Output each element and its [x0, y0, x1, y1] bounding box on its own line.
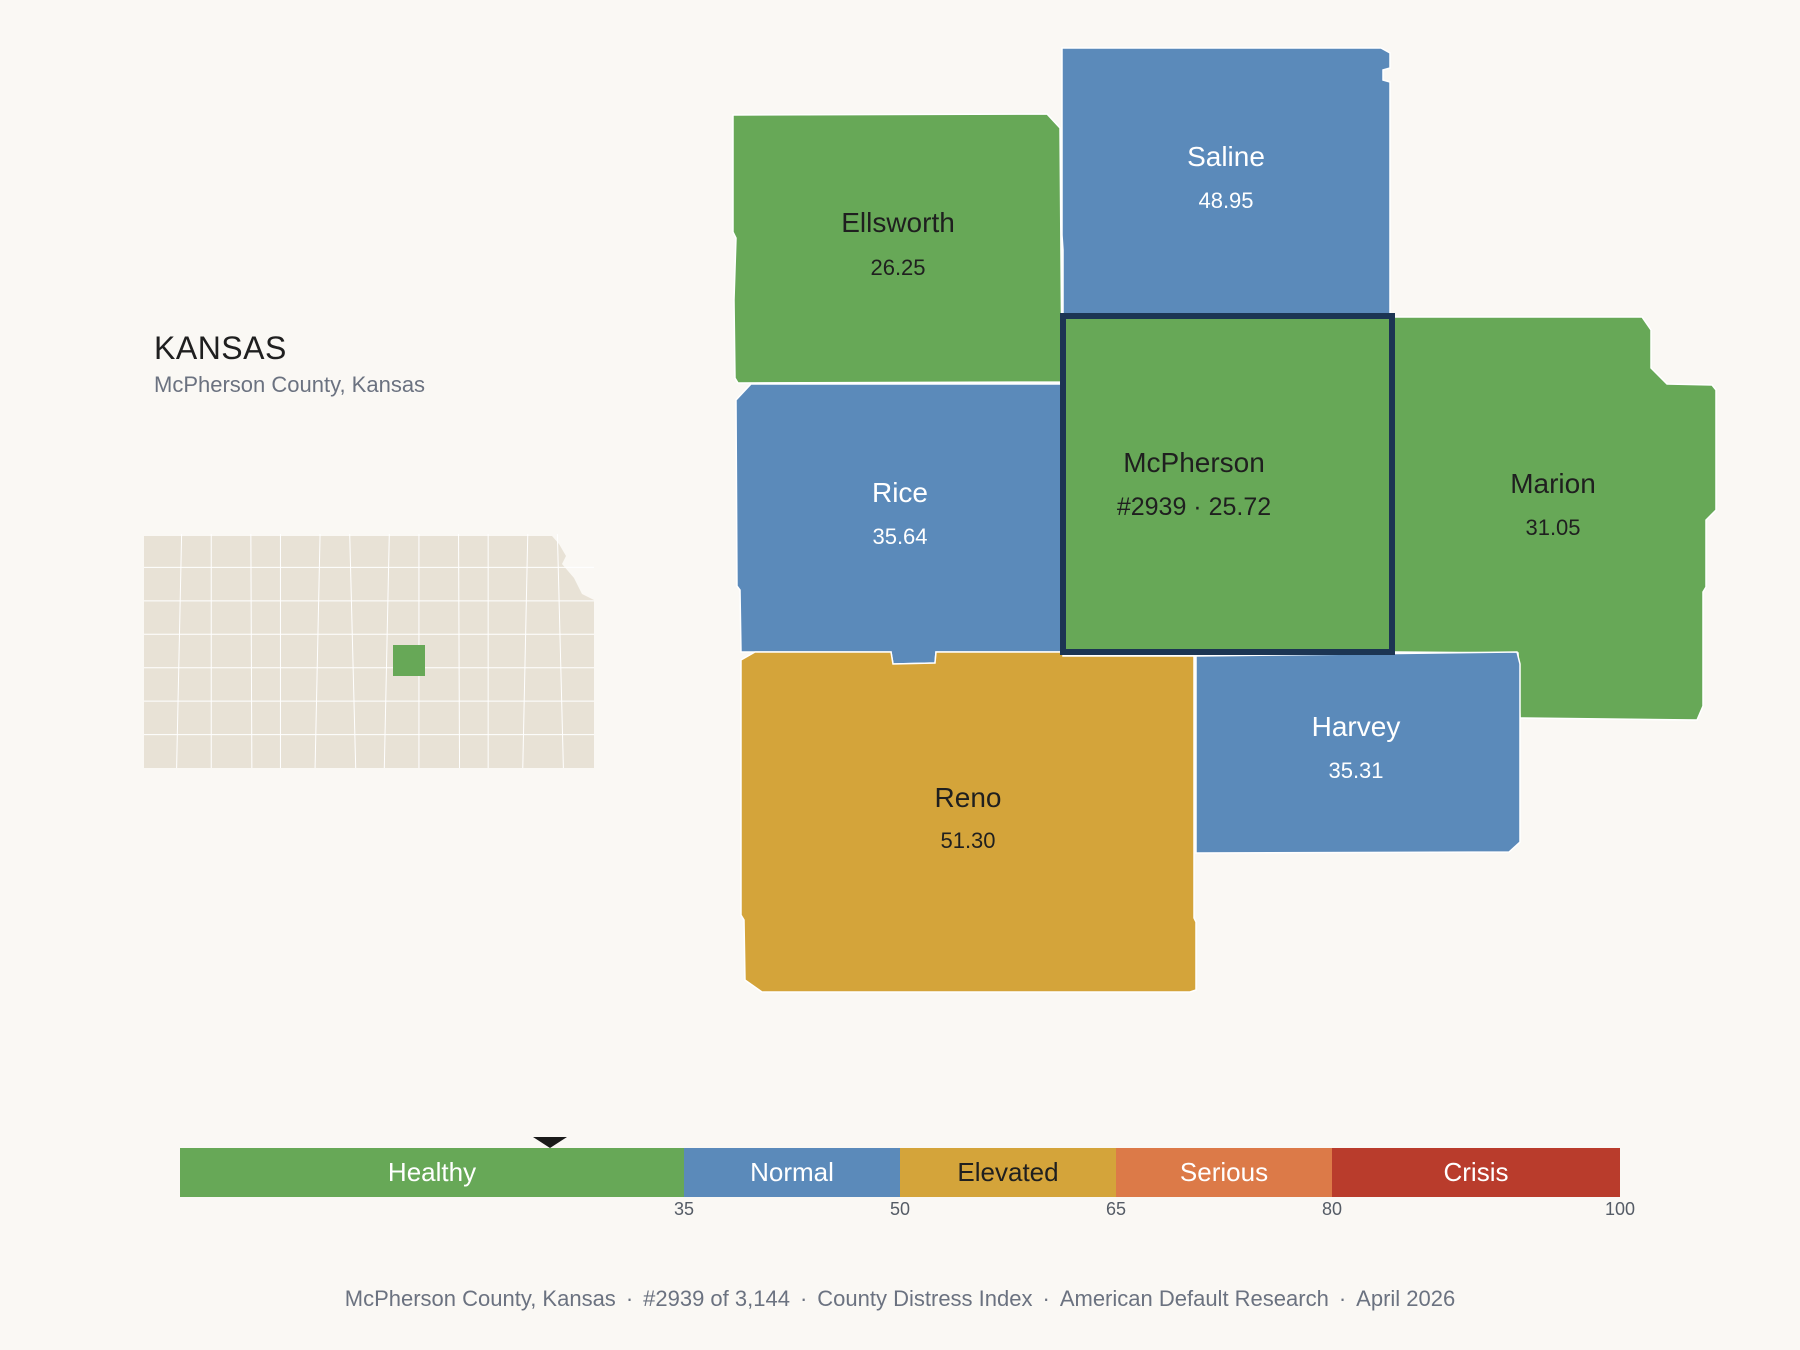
county-value: 35.31 — [1328, 758, 1383, 783]
county-shape[interactable] — [1195, 651, 1521, 854]
county-marion[interactable]: Marion 31.05 — [1391, 316, 1717, 721]
county-label: Harvey — [1312, 711, 1401, 742]
footer-item: April 2026 — [1356, 1286, 1456, 1311]
footer-item: McPherson County, Kansas — [344, 1286, 616, 1311]
state-outline — [144, 536, 594, 768]
footer-separator: · — [1042, 1286, 1050, 1311]
county-value: 51.30 — [940, 828, 995, 853]
score-marker — [533, 1137, 568, 1148]
county-subtitle: McPherson County, Kansas — [154, 372, 426, 397]
county-label: Reno — [935, 782, 1002, 813]
region-county-map: Ellsworth 26.25 Saline 48.95 Rice 35.64 … — [732, 47, 1717, 993]
scale-tick-label: 35 — [673, 1199, 695, 1219]
scale-tick-label: 65 — [1105, 1199, 1127, 1219]
county-saline[interactable]: Saline 48.95 — [1061, 47, 1391, 317]
footer-item: American Default Research — [1059, 1286, 1329, 1311]
county-grid-lines — [144, 534, 594, 768]
footer-separator: · — [625, 1286, 634, 1311]
county-label: Saline — [1187, 141, 1265, 172]
scale-segment-label: Crisis — [1443, 1157, 1509, 1187]
scale-segment-label: Normal — [750, 1157, 834, 1187]
county-rice[interactable]: Rice 35.64 — [735, 383, 1063, 665]
county-label: McPherson — [1123, 447, 1265, 478]
highlighted-county — [393, 645, 425, 676]
state-locator-map — [144, 534, 594, 768]
county-label: Rice — [872, 477, 928, 508]
county-harvey[interactable]: Harvey 35.31 — [1195, 651, 1521, 854]
selected-county-outline — [1060, 313, 1395, 655]
county-shape[interactable] — [732, 113, 1063, 384]
county-shape[interactable] — [1060, 315, 1391, 653]
footer-separator: · — [799, 1286, 808, 1311]
scale-segment-label: Serious — [1179, 1157, 1269, 1187]
scale-segment-serious: Serious — [1116, 1148, 1332, 1197]
state-title: KANSAS — [154, 330, 287, 366]
scale-segment-label: Healthy — [387, 1157, 477, 1187]
scale-segment-elevated: Elevated — [900, 1148, 1116, 1197]
scale-segment-normal: Normal — [684, 1148, 900, 1197]
scale-segment-label: Elevated — [957, 1157, 1059, 1187]
county-reno[interactable]: Reno 51.30 — [740, 651, 1197, 993]
scale-tick-label: 50 — [889, 1199, 911, 1219]
county-label: Marion — [1510, 468, 1596, 499]
county-shape[interactable] — [740, 651, 1197, 993]
county-value: 35.64 — [872, 524, 927, 549]
county-value: 31.05 — [1525, 515, 1580, 540]
county-value: 48.95 — [1198, 188, 1253, 213]
footer-item: County Distress Index — [817, 1286, 1033, 1311]
county-rank-value: #2939 · 25.72 — [1117, 493, 1271, 521]
distress-scale-bar: Healthy Normal Elevated Serious Crisis — [180, 1148, 1620, 1197]
scale-segment-healthy: Healthy — [180, 1148, 684, 1197]
footer-item: #2939 of 3,144 — [643, 1286, 790, 1311]
county-label: Ellsworth — [841, 207, 955, 238]
scale-tick-label: 100 — [1604, 1199, 1636, 1219]
footer-caption: McPherson County, Kansas · #2939 of 3,144 ·… — [0, 1286, 1800, 1312]
footer-separator: · — [1338, 1286, 1347, 1311]
scale-tick-label: 80 — [1321, 1199, 1343, 1219]
county-mcpherson[interactable]: McPherson #2939 · 25.72 — [1060, 313, 1395, 655]
county-ellsworth[interactable]: Ellsworth 26.25 — [732, 113, 1063, 384]
scale-segment-crisis: Crisis — [1332, 1148, 1620, 1197]
county-shape[interactable] — [1061, 47, 1391, 317]
county-value: 26.25 — [870, 255, 925, 280]
